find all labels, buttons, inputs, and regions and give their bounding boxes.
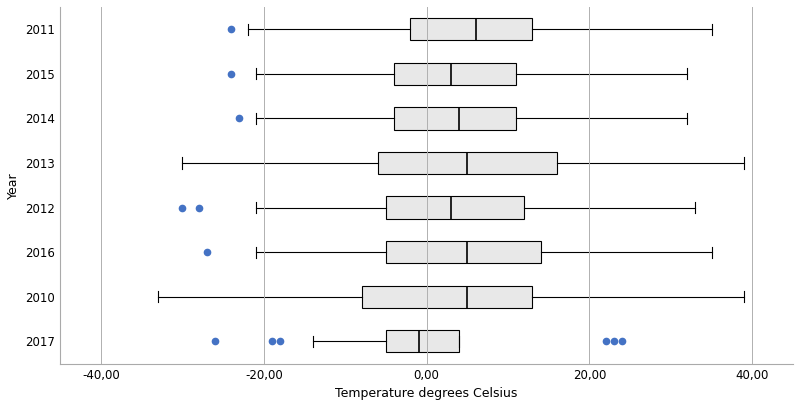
PathPatch shape [386,241,541,263]
PathPatch shape [394,107,516,129]
Y-axis label: Year: Year [7,172,20,199]
PathPatch shape [386,197,524,219]
PathPatch shape [362,286,533,308]
PathPatch shape [410,18,533,40]
PathPatch shape [394,63,516,85]
PathPatch shape [378,152,557,174]
PathPatch shape [386,330,459,352]
X-axis label: Temperature degrees Celsius: Temperature degrees Celsius [335,387,518,400]
